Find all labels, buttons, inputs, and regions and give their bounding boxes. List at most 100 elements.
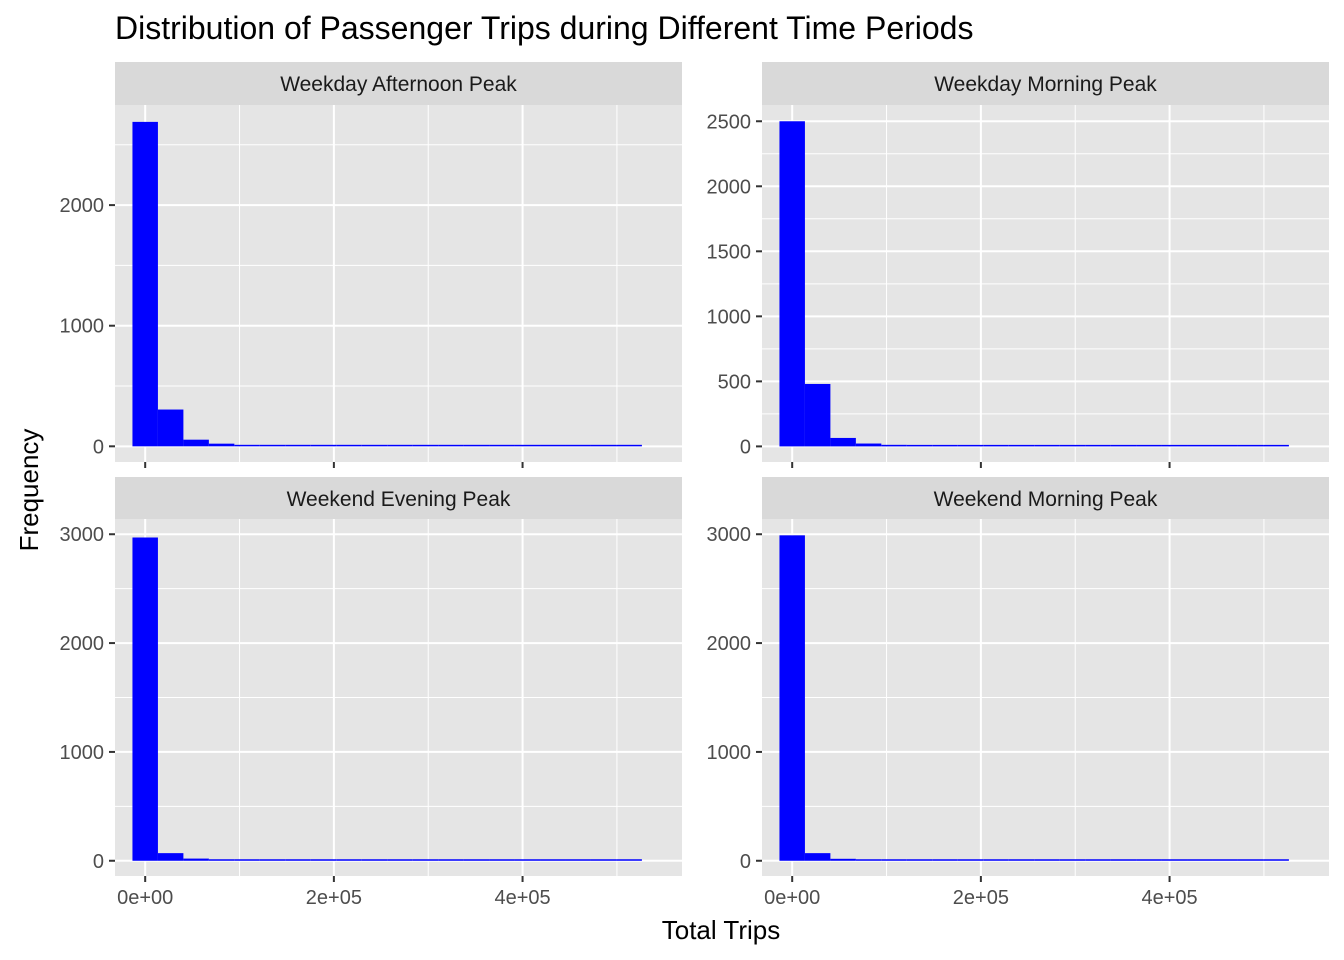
histogram-bar <box>855 859 882 861</box>
histogram-bar <box>514 859 541 861</box>
histogram-bar <box>285 859 311 861</box>
histogram-bar <box>259 859 286 861</box>
y-tick-label: 1000 <box>60 742 105 764</box>
histogram-bar <box>208 859 235 861</box>
histogram-bar <box>906 444 933 447</box>
histogram-bar <box>1161 444 1188 447</box>
histogram-bar <box>1187 859 1213 861</box>
y-tick-label: 0 <box>93 436 104 458</box>
histogram-bar <box>983 444 1009 447</box>
histogram-bar <box>412 444 439 447</box>
histogram-bar <box>1110 859 1137 861</box>
histogram-bar <box>540 444 566 447</box>
x-axis-title: Total Trips <box>662 915 781 945</box>
y-tick-label: 3000 <box>60 524 105 546</box>
facet-strip <box>115 477 682 520</box>
histogram-bar <box>881 859 907 861</box>
histogram-bar <box>489 859 515 861</box>
y-tick-label: 0 <box>740 851 751 873</box>
histogram-bar <box>1110 444 1137 447</box>
histogram-bar <box>157 853 184 861</box>
histogram-bar <box>590 859 617 861</box>
histogram-bar <box>336 859 362 861</box>
histogram-bar <box>412 859 439 861</box>
x-tick-label: 2e+05 <box>953 887 1009 909</box>
histogram-bar <box>1034 444 1060 447</box>
histogram-bar <box>1187 444 1213 447</box>
facet-panel: Weekday Morning Peak 0 500 1000 1500 2000 2500 <box>707 62 1329 468</box>
facet-strip-label: Weekend Evening Peak <box>287 488 511 511</box>
histogram-bar <box>310 444 337 447</box>
histogram-bar <box>361 444 388 447</box>
histogram-bar <box>1059 444 1086 447</box>
histogram-bar <box>1085 859 1111 861</box>
facet-panel: Weekday Afternoon Peak 0 1000 2000 <box>60 62 682 468</box>
x-tick-label: 2e+05 <box>306 887 362 909</box>
histogram-bar <box>590 444 617 447</box>
histogram-bar <box>1161 859 1188 861</box>
histogram-bar <box>183 858 209 861</box>
histogram-bar <box>514 444 541 447</box>
histogram-bar <box>1085 444 1111 447</box>
chart-title: Distribution of Passenger Trips during D… <box>115 10 973 46</box>
histogram-bar <box>1034 859 1060 861</box>
histogram-bar <box>779 121 805 447</box>
facet-strip-label: Weekend Morning Peak <box>934 488 1158 511</box>
histogram-bar <box>183 439 209 447</box>
facet-strip-label: Weekday Morning Peak <box>934 73 1157 96</box>
histogram-bar <box>387 444 413 447</box>
histogram-bar <box>1263 444 1289 447</box>
histogram-bar <box>565 444 591 447</box>
histogram-bar <box>1237 444 1264 447</box>
histogram-bar <box>830 437 856 447</box>
histogram-bar <box>336 444 362 447</box>
histogram-bar <box>310 859 337 861</box>
histogram-bar <box>387 859 413 861</box>
y-tick-label: 1000 <box>707 742 752 764</box>
histogram-bar <box>1263 859 1289 861</box>
histogram-bar <box>489 444 515 447</box>
y-tick-label: 0 <box>93 851 104 873</box>
x-tick-label: 0e+00 <box>117 887 173 909</box>
histogram-bar <box>1008 859 1035 861</box>
histogram-bar <box>932 859 958 861</box>
histogram-bar <box>361 859 388 861</box>
histogram-bar <box>1008 444 1035 447</box>
histogram-bar <box>1212 859 1238 861</box>
facet-panel: Weekend Evening Peak 0 1000 2000 3000 0e+00 2e… <box>60 477 682 909</box>
histogram-bar <box>983 859 1009 861</box>
histogram-bar <box>463 444 490 447</box>
y-tick-label: 1000 <box>707 306 752 328</box>
x-tick-label: 4e+05 <box>494 887 550 909</box>
y-tick-label: 2000 <box>707 633 752 655</box>
histogram-bar <box>565 859 591 861</box>
histogram-bar <box>540 859 566 861</box>
facet-strip <box>762 62 1329 105</box>
histogram-bar <box>804 853 831 861</box>
facet-panel: Weekend Morning Peak 0 1000 2000 3000 0e+00 2e… <box>707 477 1329 909</box>
histogram-bar <box>132 537 158 861</box>
facet-panels: Weekday Afternoon Peak 0 1000 2000 Weekday M… <box>60 62 1329 909</box>
x-tick-label: 0e+00 <box>764 887 820 909</box>
histogram-bar <box>1212 444 1238 447</box>
histogram-bar <box>616 859 642 861</box>
histogram-bar <box>1136 444 1162 447</box>
facet-strip <box>762 477 1329 520</box>
y-tick-label: 500 <box>718 371 751 393</box>
y-axis-title: Frequency <box>14 429 44 552</box>
y-tick-label: 2000 <box>60 195 105 217</box>
y-tick-label: 2000 <box>60 633 105 655</box>
facet-strip-label: Weekday Afternoon Peak <box>280 73 517 96</box>
histogram-bar <box>157 409 184 447</box>
histogram-bar <box>906 859 933 861</box>
histogram-bar <box>804 383 831 447</box>
histogram-bar <box>259 444 286 447</box>
histogram-bar <box>208 443 235 447</box>
histogram-bar <box>957 444 984 447</box>
histogram-bar <box>616 444 642 447</box>
y-tick-label: 2500 <box>707 111 752 133</box>
histogram-bar <box>1136 859 1162 861</box>
histogram-bar <box>234 444 260 447</box>
histogram-bar <box>855 443 882 447</box>
